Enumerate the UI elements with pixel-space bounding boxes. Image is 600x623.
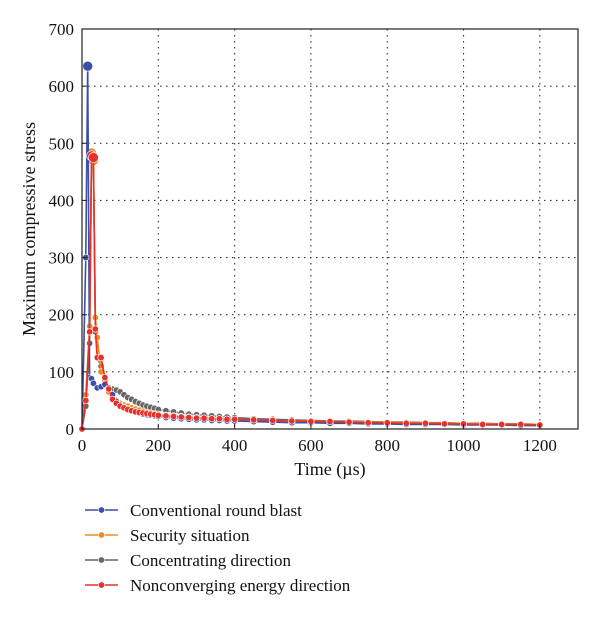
series-line	[81, 152, 540, 430]
data-point	[97, 354, 105, 362]
legend-swatch-marker	[98, 556, 106, 564]
data-point	[215, 415, 223, 423]
data-point	[326, 418, 334, 426]
legend-swatch-marker	[98, 581, 106, 589]
y-tick-label: 200	[49, 306, 75, 325]
x-tick-label: 200	[146, 436, 172, 455]
plot-frame	[81, 28, 579, 430]
axis-ticks: 0 200 400 600 800 1000 1200 0 100 200 300 400 500 600…	[49, 20, 557, 455]
y-tick-label: 700	[49, 20, 75, 39]
legend-label: Nonconverging energy direction	[130, 576, 351, 595]
data-point	[498, 420, 506, 428]
data-point	[162, 412, 170, 420]
data-point	[170, 412, 178, 420]
y-tick-label: 400	[49, 191, 75, 210]
legend-swatch-marker	[98, 506, 106, 514]
data-point	[86, 328, 94, 336]
data-point	[177, 413, 185, 421]
x-tick-label: 1000	[447, 436, 481, 455]
x-tick-label: 600	[298, 436, 324, 455]
y-tick-label: 600	[49, 77, 75, 96]
y-tick-label: 100	[49, 363, 75, 382]
legend-label: Security situation	[130, 526, 250, 545]
data-point	[88, 152, 99, 163]
data-point	[208, 415, 216, 423]
data-point	[192, 414, 200, 422]
data-point	[307, 418, 315, 426]
x-tick-label: 800	[374, 436, 400, 455]
data-point	[364, 419, 372, 427]
series-1	[78, 60, 544, 433]
data-point	[345, 418, 353, 426]
legend-item: Nonconverging energy direction	[85, 576, 351, 595]
data-point	[269, 416, 277, 424]
data-point	[89, 379, 97, 387]
gridlines	[82, 29, 578, 429]
y-tick-label: 300	[49, 249, 75, 268]
data-point	[231, 415, 239, 423]
data-point	[101, 374, 109, 382]
data-point	[185, 414, 193, 422]
y-tick-label: 500	[49, 134, 75, 153]
legend-item: Security situation	[85, 526, 250, 545]
legend: Conventional round blast Security situati…	[85, 501, 351, 595]
series-line	[81, 154, 540, 430]
legend-item: Concentrating direction	[85, 551, 291, 570]
data-point	[82, 396, 90, 404]
data-point	[154, 411, 162, 419]
data-point	[479, 420, 487, 428]
data-point	[440, 420, 448, 428]
data-point	[91, 325, 99, 333]
data-point	[105, 385, 113, 393]
plot-series	[78, 60, 544, 433]
legend-label: Conventional round blast	[130, 501, 302, 520]
x-tick-label: 1200	[523, 436, 557, 455]
data-point	[223, 415, 231, 423]
x-axis-label: Time (µs)	[294, 459, 365, 480]
data-point	[402, 419, 410, 427]
x-tick-label: 400	[222, 436, 248, 455]
data-point	[250, 416, 258, 424]
data-point	[421, 419, 429, 427]
legend-item: Conventional round blast	[85, 501, 302, 520]
data-point	[517, 420, 525, 428]
legend-label: Concentrating direction	[130, 551, 291, 570]
x-tick-label: 0	[78, 436, 87, 455]
data-point	[288, 417, 296, 425]
series-line	[81, 66, 540, 430]
data-point	[82, 60, 94, 72]
legend-swatch-marker	[98, 531, 106, 539]
y-tick-label: 0	[66, 420, 75, 439]
y-axis-label: Maximum compressive stress	[19, 122, 39, 336]
data-point	[200, 414, 208, 422]
series-4	[78, 150, 544, 433]
